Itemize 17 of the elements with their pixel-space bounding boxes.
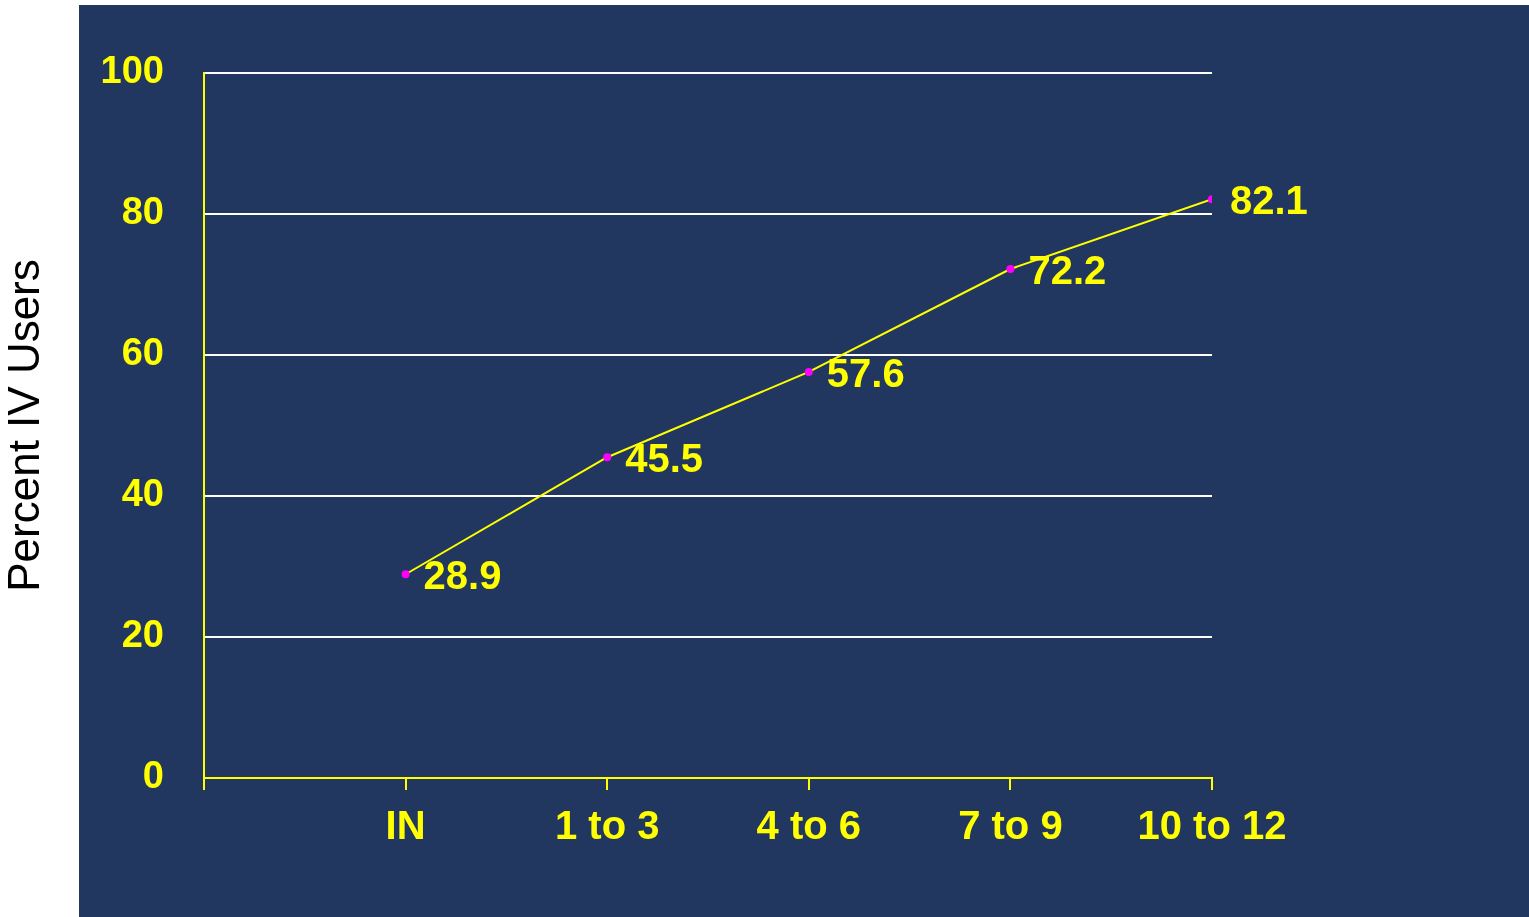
data-label: 45.5 [625, 436, 704, 481]
x-tick-label: 4 to 6 [756, 803, 862, 848]
data-label: 28.9 [423, 553, 502, 598]
x-tick-label: 7 to 9 [958, 803, 1063, 848]
data-label: 72.2 [1028, 248, 1107, 293]
x-tick-label: 1 to 3 [554, 803, 660, 848]
y-tick-label: 0 [142, 754, 164, 797]
x-tick-label: IN [385, 803, 426, 848]
y-axis-title: Percent IV Users [0, 259, 48, 592]
y-tick-label: 80 [121, 190, 164, 233]
y-tick-label: 100 [100, 49, 164, 92]
y-tick-label: 40 [121, 472, 164, 515]
data-label: 57.6 [826, 350, 905, 395]
y-tick-label: 20 [121, 613, 164, 656]
data-label: 82.1 [1230, 178, 1308, 223]
x-tick-label: 10 to 12 [1137, 803, 1287, 848]
y-tick-label: 60 [121, 331, 164, 374]
